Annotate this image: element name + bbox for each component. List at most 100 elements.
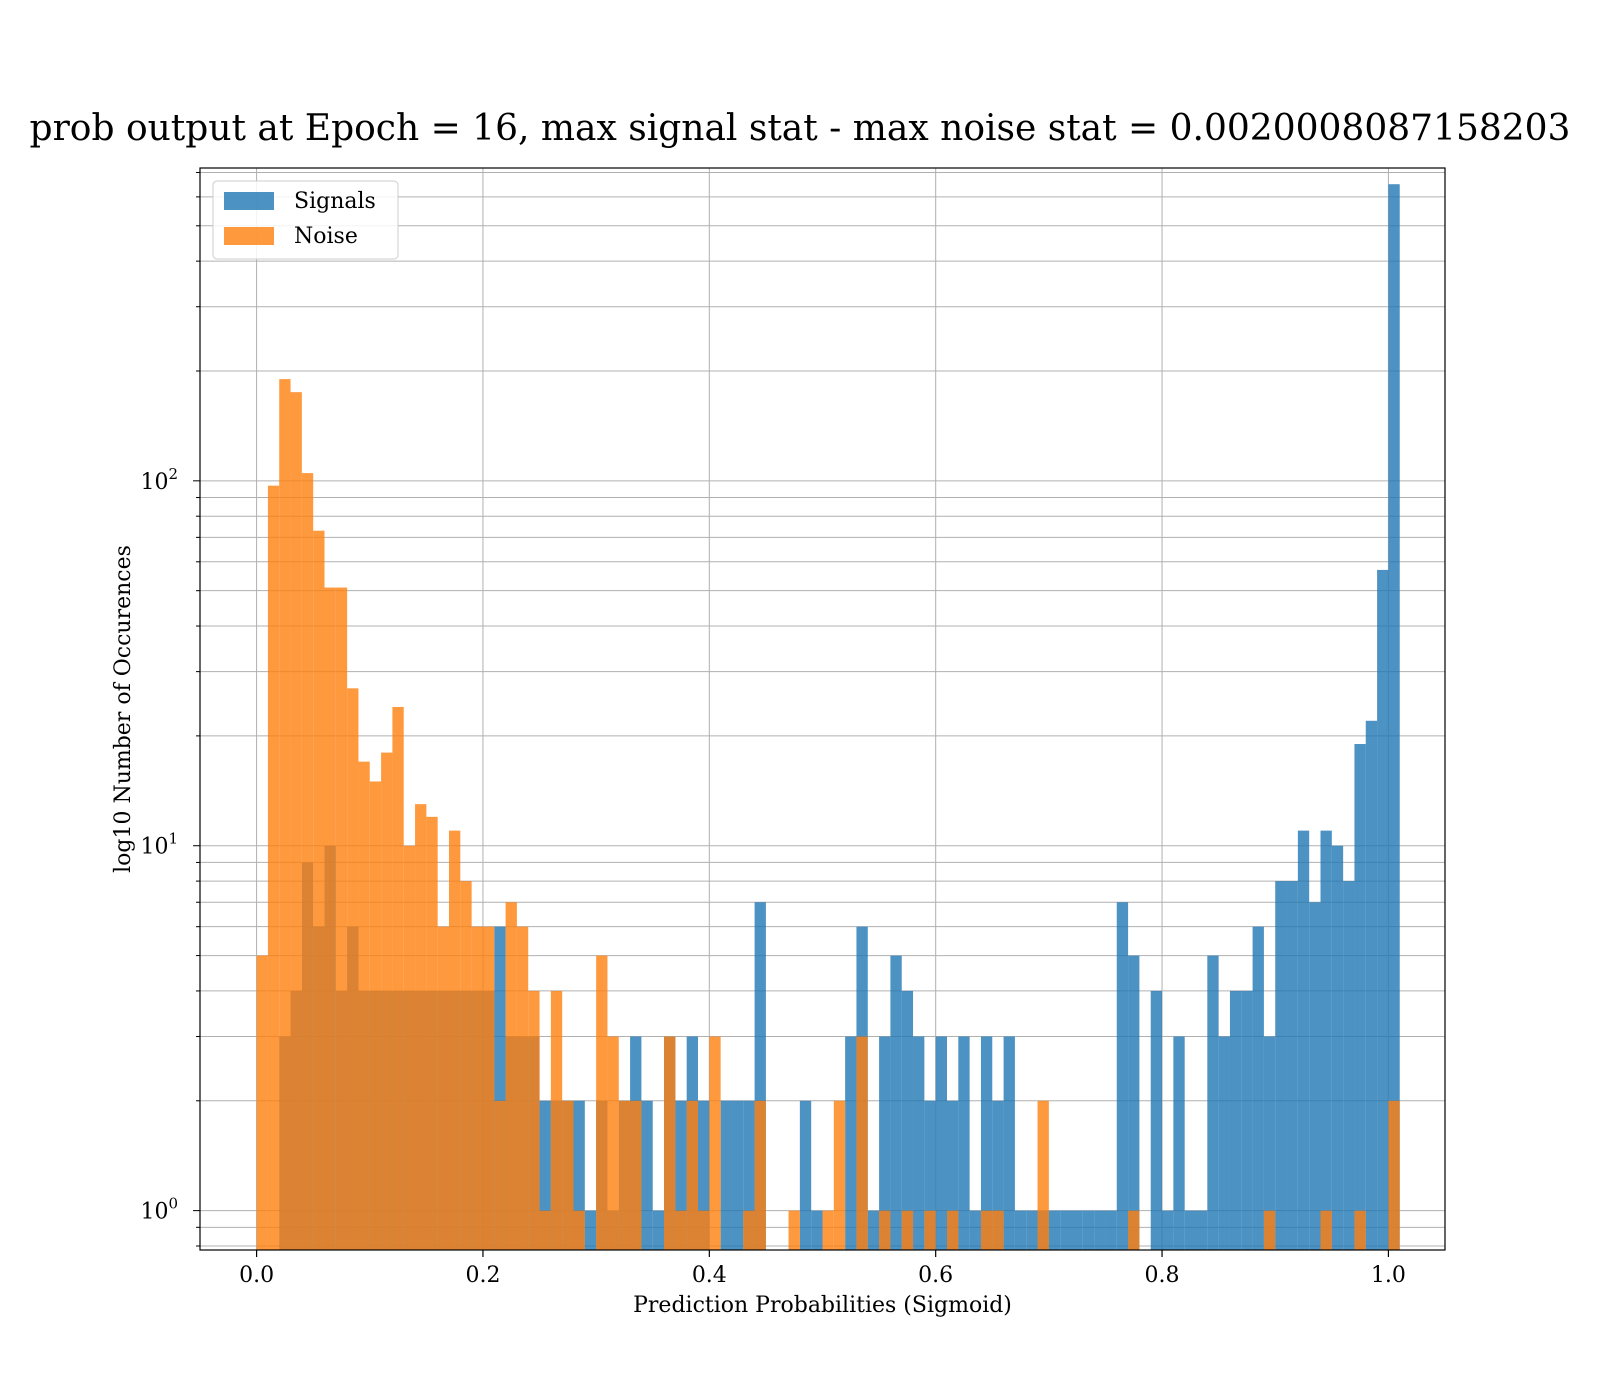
y-tick-label: 101 — [140, 830, 178, 860]
histogram-bar-noise — [607, 1036, 619, 1250]
histogram-bar-signals — [1241, 990, 1253, 1250]
x-tick-label: 1.0 — [1371, 1263, 1406, 1288]
histogram-bar-noise — [698, 1210, 710, 1250]
histogram-bar-noise — [856, 1036, 868, 1250]
histogram-bar-signals — [980, 1036, 993, 1250]
legend-label-noise: Noise — [294, 224, 358, 249]
histogram-bar-noise — [664, 1036, 676, 1250]
histogram-bar-signals — [879, 1036, 891, 1250]
histogram-bar-noise — [290, 392, 302, 1251]
y-tick-label: 100 — [140, 1195, 178, 1225]
histogram-bar-noise — [482, 926, 495, 1250]
legend-swatch-signals — [224, 192, 274, 210]
histogram-bar-signals — [890, 955, 902, 1250]
bars — [256, 184, 1400, 1251]
histogram-bar-signals — [743, 1100, 755, 1250]
histogram-bar-signals — [1162, 1210, 1174, 1250]
histogram-bar-signals — [1150, 990, 1163, 1250]
legend-swatch-noise — [224, 227, 274, 245]
histogram-bar-signals — [652, 1210, 665, 1250]
histogram-bar-noise — [426, 816, 438, 1250]
histogram-bar-signals — [992, 1100, 1004, 1250]
histogram-bar-signals — [845, 1036, 857, 1250]
x-tick-label: 0.0 — [239, 1263, 274, 1288]
histogram-bar-noise — [675, 1210, 687, 1250]
histogram-bar-noise — [449, 830, 461, 1250]
histogram-bar-signals — [969, 1210, 981, 1250]
histogram-bar-signals — [754, 902, 766, 1250]
y-axis-label: log10 Number of Occurences — [111, 545, 136, 873]
histogram-bar-signals — [799, 1100, 812, 1250]
histogram-bar-noise — [562, 1100, 574, 1250]
histogram-bar-signals — [1218, 1036, 1230, 1250]
histogram-bar-noise — [313, 530, 325, 1250]
histogram-bar-noise — [686, 1100, 698, 1250]
histogram-bar-signals — [720, 1100, 732, 1250]
legend: Signals Noise — [212, 180, 399, 260]
histogram-bar-signals — [1105, 1210, 1117, 1250]
histogram-bar-noise — [630, 1100, 642, 1250]
histogram-bar-signals — [584, 1210, 597, 1250]
histogram-bar-signals — [1003, 1036, 1015, 1250]
histogram-bar-noise — [494, 1100, 506, 1250]
histogram-bar-noise — [754, 1100, 766, 1250]
histogram-bar-signals — [1071, 1210, 1083, 1250]
histogram-bar-noise — [415, 804, 427, 1250]
histogram-bar-noise — [1037, 1100, 1049, 1250]
histogram-bar-signals — [1207, 955, 1219, 1250]
x-tick-label: 0.2 — [465, 1263, 500, 1288]
histogram-bar-noise — [369, 781, 382, 1250]
histogram-bar-signals — [698, 1100, 710, 1250]
histogram-bar-signals — [913, 1036, 925, 1250]
histogram-bar-noise — [618, 1100, 631, 1250]
histogram-bar-noise — [256, 955, 268, 1250]
histogram-bar-noise — [743, 1210, 755, 1250]
histogram-bar-noise — [833, 1100, 846, 1250]
histogram-bar-noise — [980, 1210, 993, 1250]
histogram-bar-noise — [505, 902, 517, 1250]
histogram-bar-signals — [1320, 830, 1332, 1250]
histogram-bar-signals — [1286, 881, 1298, 1250]
histogram-bar-noise — [460, 881, 472, 1250]
histogram-bar-noise — [471, 926, 483, 1250]
histogram-bar-signals — [675, 1100, 687, 1250]
histogram-bar-signals — [1060, 1210, 1072, 1250]
histogram-bar-signals — [1014, 1210, 1027, 1250]
histogram-bar-signals — [573, 1100, 585, 1250]
histogram-bar-noise — [709, 1036, 721, 1250]
histogram-bar-noise — [573, 1210, 585, 1250]
plot-frame — [199, 167, 1446, 1251]
series-noise — [256, 379, 1400, 1251]
histogram-bar-signals — [935, 1036, 947, 1250]
axis-ticks: 0.0 0.2 0.4 0.6 0.8 1.0 100 101 102 — [140, 171, 1406, 1288]
x-axis-label: Prediction Probabilities (Sigmoid) — [633, 1293, 1012, 1318]
histogram-bar-noise — [516, 926, 529, 1250]
histogram-bar-signals — [1343, 881, 1355, 1250]
histogram-bar-noise — [947, 1210, 959, 1250]
histogram-bar-signals — [641, 1100, 653, 1250]
histogram-bar-signals — [958, 1036, 970, 1250]
histogram-bar-signals — [1263, 1036, 1276, 1250]
histogram-bar-noise — [381, 752, 393, 1250]
x-tick-label: 0.4 — [692, 1263, 727, 1288]
histogram-bar-signals — [1229, 990, 1242, 1250]
histogram-bar-noise — [1263, 1210, 1276, 1250]
histogram-bar-noise — [788, 1210, 800, 1250]
histogram-bar-signals — [1377, 569, 1389, 1250]
histogram-bar-signals — [494, 926, 506, 1250]
histogram-bar-noise — [403, 845, 416, 1250]
histogram-bar-signals — [1196, 1210, 1208, 1250]
histogram-bar-signals — [1388, 184, 1400, 1251]
histogram-bar-signals — [1094, 1210, 1106, 1250]
histogram-bar-noise — [924, 1210, 936, 1250]
histogram-bar-signals — [1082, 1210, 1095, 1250]
histogram-bar-signals — [1048, 1210, 1061, 1250]
histogram-bar-signals — [924, 1100, 936, 1250]
histogram-bar-noise — [550, 990, 563, 1250]
histogram-bar-noise — [879, 1210, 891, 1250]
histogram-bar-noise — [437, 926, 449, 1250]
histogram-bar-signals — [1026, 1210, 1038, 1250]
chart-title: prob output at Epoch = 16, max signal st… — [30, 108, 1571, 149]
histogram-bar-noise — [358, 761, 370, 1250]
histogram-bar-signals — [1252, 926, 1264, 1250]
